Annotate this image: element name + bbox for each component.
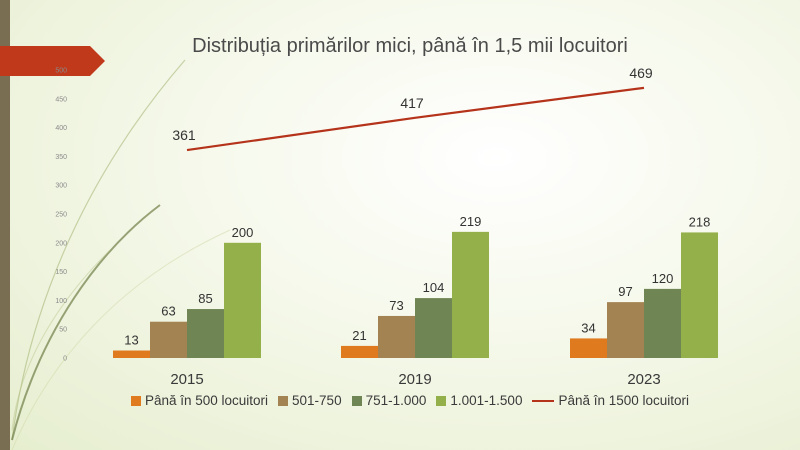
legend-item: 751-1.000 (351, 393, 427, 408)
bar-data-label: 13 (124, 333, 138, 348)
bar (415, 298, 452, 358)
x-axis-category-label: 2023 (627, 371, 660, 388)
legend-item: 501-750 (278, 393, 342, 408)
y-axis-tick-label: 200 (55, 240, 67, 247)
legend-color-swatch (130, 395, 141, 406)
bar (224, 242, 261, 358)
bar-data-label: 73 (389, 298, 403, 313)
bar (570, 338, 607, 358)
bar-data-label: 120 (652, 271, 674, 286)
y-axis-tick-label: 500 (55, 68, 67, 75)
y-axis-tick-label: 100 (55, 298, 67, 305)
legend-line-swatch (532, 399, 555, 402)
bar-data-label: 85 (198, 291, 212, 306)
bar-data-label: 218 (689, 214, 711, 229)
legend-color-swatch (351, 395, 362, 406)
legend-label: 501-750 (292, 393, 342, 408)
legend-label: 751-1.000 (365, 393, 427, 408)
bar-data-label: 34 (581, 320, 595, 335)
bar-data-label: 104 (423, 280, 445, 295)
bar-data-label: 200 (232, 225, 254, 240)
legend-item: Până în 1500 locuitori (532, 393, 689, 408)
line-data-label: 361 (172, 127, 196, 143)
bar (341, 345, 378, 358)
bar (644, 288, 681, 358)
y-axis-tick-label: 300 (55, 183, 67, 190)
bar (150, 321, 187, 358)
chart-title: Distribuția primărilor mici, până în 1,5… (192, 35, 628, 57)
y-axis-tick-label: 0 (63, 356, 67, 363)
y-axis-tick-label: 50 (59, 327, 67, 334)
legend-item: Până în 500 locuitori (130, 393, 269, 408)
legend-color-swatch (278, 395, 289, 406)
bar (607, 302, 644, 358)
y-axis-tick-label: 150 (55, 269, 67, 276)
line-data-label: 469 (629, 65, 653, 81)
bar (187, 309, 224, 358)
bar-data-label: 21 (352, 328, 366, 343)
bar-data-label: 97 (618, 284, 632, 299)
bar (452, 231, 489, 358)
left-sidebar-bar (0, 0, 10, 450)
line-data-label: 417 (400, 95, 424, 111)
legend-label: Până în 1500 locuitori (558, 393, 690, 408)
title-banner-arrow (0, 46, 105, 76)
chart-legend: Până în 500 locuitori 501-750 751-1.000 1.0… (0, 393, 800, 408)
y-axis-tick-label: 350 (55, 154, 67, 161)
legend-item: 1.001-1.500 (436, 393, 522, 408)
y-axis-tick-label: 400 (55, 125, 67, 132)
bar-data-label: 219 (460, 214, 482, 229)
bar (113, 350, 150, 358)
bar (681, 232, 718, 358)
x-axis-category-label: 2019 (398, 371, 431, 388)
bar (378, 315, 415, 358)
bar-data-label: 63 (161, 304, 175, 319)
x-axis-category-label: 2015 (170, 371, 203, 388)
legend-color-swatch (436, 395, 447, 406)
y-axis-tick-label: 450 (55, 96, 67, 103)
legend-label: Până în 500 locuitori (144, 393, 269, 408)
legend-label: 1.001-1.500 (450, 393, 523, 408)
line-series (186, 86, 645, 152)
y-axis-tick-label: 250 (55, 212, 67, 219)
